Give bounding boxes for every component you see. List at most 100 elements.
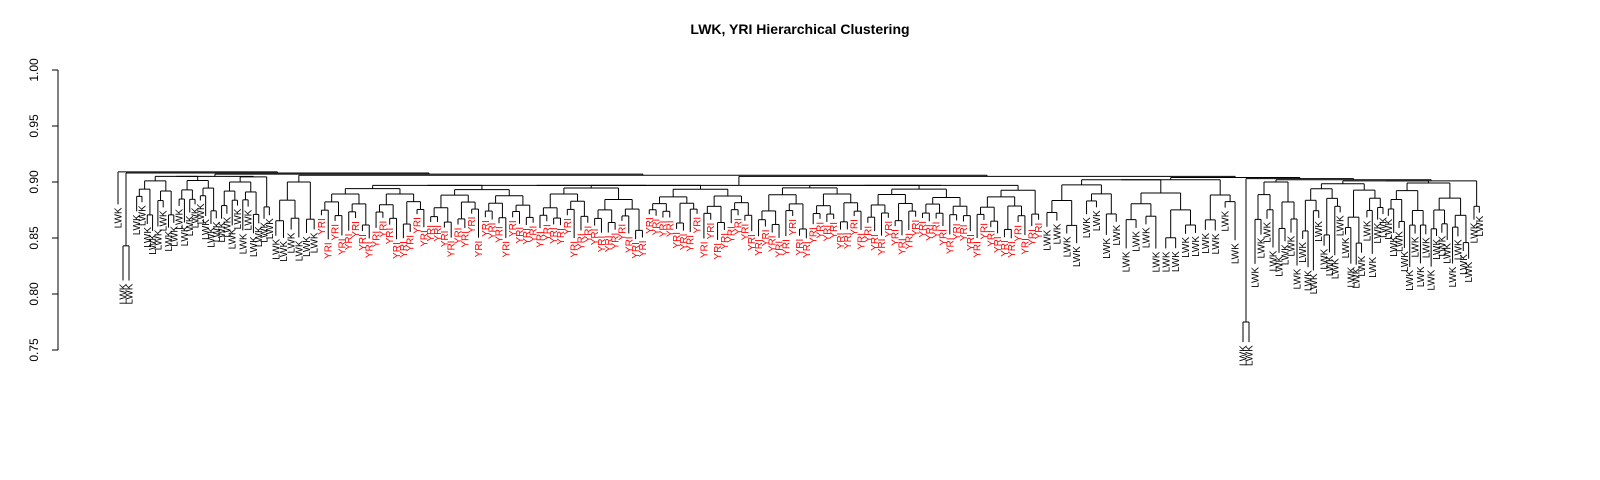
leaf-label-24: LWK (260, 222, 271, 243)
leaf-label-72: YRI (590, 229, 601, 246)
leaf-label-44: YRI (399, 241, 410, 258)
leaf-label-110: YRI (850, 219, 861, 236)
leaf-label-177: LWK (1357, 255, 1368, 276)
leaf-label-199: LWK (1475, 215, 1486, 236)
leaf-label-194: LWK (1448, 266, 1459, 287)
leaf-label-162: LWK (1275, 255, 1286, 276)
leaf-label-36: YRI (344, 234, 355, 251)
leaf-label-181: LWK (1378, 217, 1389, 238)
y-tick-label-4: 0.95 (27, 114, 41, 138)
leaf-label-147: LWK (1132, 231, 1143, 252)
leaf-label-108: YRI (836, 233, 847, 250)
leaf-label-94: YRI (740, 224, 751, 241)
leaf-label-73: YRI (597, 236, 608, 253)
leaf-label-39: YRI (365, 241, 376, 258)
leaf-label-193: LWK (1443, 243, 1454, 264)
leaf-label-96: YRI (754, 239, 765, 256)
leaf-label-169: LWK (1314, 221, 1325, 242)
leaf-label-101: YRI (788, 219, 799, 236)
leaf-label-37: YRI (351, 221, 362, 238)
leaf-label-167: LWK (1304, 270, 1315, 291)
leaf-label-57: YRI (488, 223, 499, 240)
leaf-label-80: YRI (645, 217, 656, 234)
leaf-label-33: YRI (324, 242, 335, 259)
leaf-label-47: YRI (419, 230, 430, 247)
leaf-label-145: LWK (1112, 224, 1123, 245)
chart-title: LWK, YRI Hierarchical Clustering (690, 21, 910, 37)
leaf-label-65: YRI (542, 224, 553, 241)
leaf-label-91: YRI (720, 233, 731, 250)
leaf-label-77: YRI (624, 236, 635, 253)
leaf-label-95: YRI (747, 234, 758, 251)
leaf-label-155: LWK (1211, 233, 1222, 254)
leaf-label-54: YRI (467, 217, 478, 234)
leaf-label-9: LWK (180, 225, 191, 246)
leaf-label-149: LWK (1151, 251, 1162, 272)
outlier-leaf-label-0a: LWK (119, 283, 130, 304)
leaf-label-111: YRI (857, 233, 868, 250)
leaf-label-191: LWK (1432, 239, 1443, 260)
leaf-label-170: LWK (1320, 248, 1331, 269)
leaf-label-146: LWK (1122, 251, 1133, 272)
leaf-label-112: YRI (863, 226, 874, 243)
leaf-label-103: YRI (802, 241, 813, 258)
leaf-label-55: YRI (474, 241, 485, 258)
leaf-label-17: LWK (222, 216, 233, 237)
leaf-label-198: LWK (1469, 222, 1480, 243)
leaf-label-51: YRI (447, 241, 458, 258)
leaf-label-92: YRI (727, 226, 738, 243)
leaf-label-144: LWK (1102, 238, 1113, 259)
leaf-label-50: YRI (440, 231, 451, 248)
leaf-label-104: YRI (809, 227, 820, 244)
leaf-label-58: YRI (495, 226, 506, 243)
leaf-label-25: LWK (265, 218, 276, 239)
leaf-label-46: YRI (413, 217, 424, 234)
leaf-label-49: YRI (433, 225, 444, 242)
leaf-label-183: LWK (1389, 236, 1400, 257)
leaf-label-128: YRI (973, 241, 984, 258)
leaf-label-121: YRI (925, 224, 936, 241)
leaf-label-158: LWK (1251, 267, 1262, 288)
leaf-label-116: YRI (891, 229, 902, 246)
leaf-label-30: LWK (302, 236, 313, 257)
leaf-label-139: LWK (1052, 223, 1063, 244)
leaf-label-176: LWK (1352, 267, 1363, 288)
leaf-label-22: LWK (249, 236, 260, 257)
y-tick-label-5: 1.00 (27, 58, 41, 82)
leaf-label-159: LWK (1257, 237, 1268, 258)
leaf-label-11: LWK (191, 207, 202, 228)
leaf-label-192: LWK (1437, 235, 1448, 256)
leaf-label-83: YRI (665, 220, 676, 237)
leaf-label-32: YRI (317, 218, 328, 235)
leaf-label-78: YRI (631, 242, 642, 259)
leaf-label-153: LWK (1191, 236, 1202, 257)
leaf-label-76: YRI (617, 224, 628, 241)
leaf-label-12: LWK (196, 203, 207, 224)
leaf-label-41: YRI (378, 221, 389, 238)
leaf-label-21: LWK (244, 209, 255, 230)
leaf-label-129: YRI (979, 223, 990, 240)
outlier-leaf-label-0b: LWK (125, 283, 136, 304)
leaf-label-130: YRI (986, 230, 997, 247)
leaf-label-62: YRI (522, 228, 533, 245)
leaf-label-175: LWK (1346, 266, 1357, 287)
leaf-label-164: LWK (1287, 235, 1298, 256)
leaf-label-135: YRI (1020, 238, 1031, 255)
leaf-label-90: YRI (713, 243, 724, 260)
leaf-label-117: YRI (897, 238, 908, 255)
leaf-label-1: LWK (137, 205, 148, 226)
y-tick-label-0: 0.75 (27, 338, 41, 362)
leaf-label-141: LWK (1072, 246, 1083, 267)
leaf-label-61: YRI (515, 227, 526, 244)
leaf-label-86: YRI (686, 235, 697, 252)
leaf-label-15: LWK (212, 221, 223, 242)
leaf-label-40: YRI (372, 231, 383, 248)
leaf-label-79: YRI (638, 240, 649, 257)
leaf-label-152: LWK (1181, 237, 1192, 258)
leaf-label-173: LWK (1336, 215, 1347, 236)
leaf-label-66: YRI (549, 227, 560, 244)
leaf-label-123: YRI (938, 229, 949, 246)
leaf-label-119: YRI (911, 220, 922, 237)
leaf-label-163: LWK (1281, 244, 1292, 265)
leaf-label-196: LWK (1459, 254, 1470, 275)
